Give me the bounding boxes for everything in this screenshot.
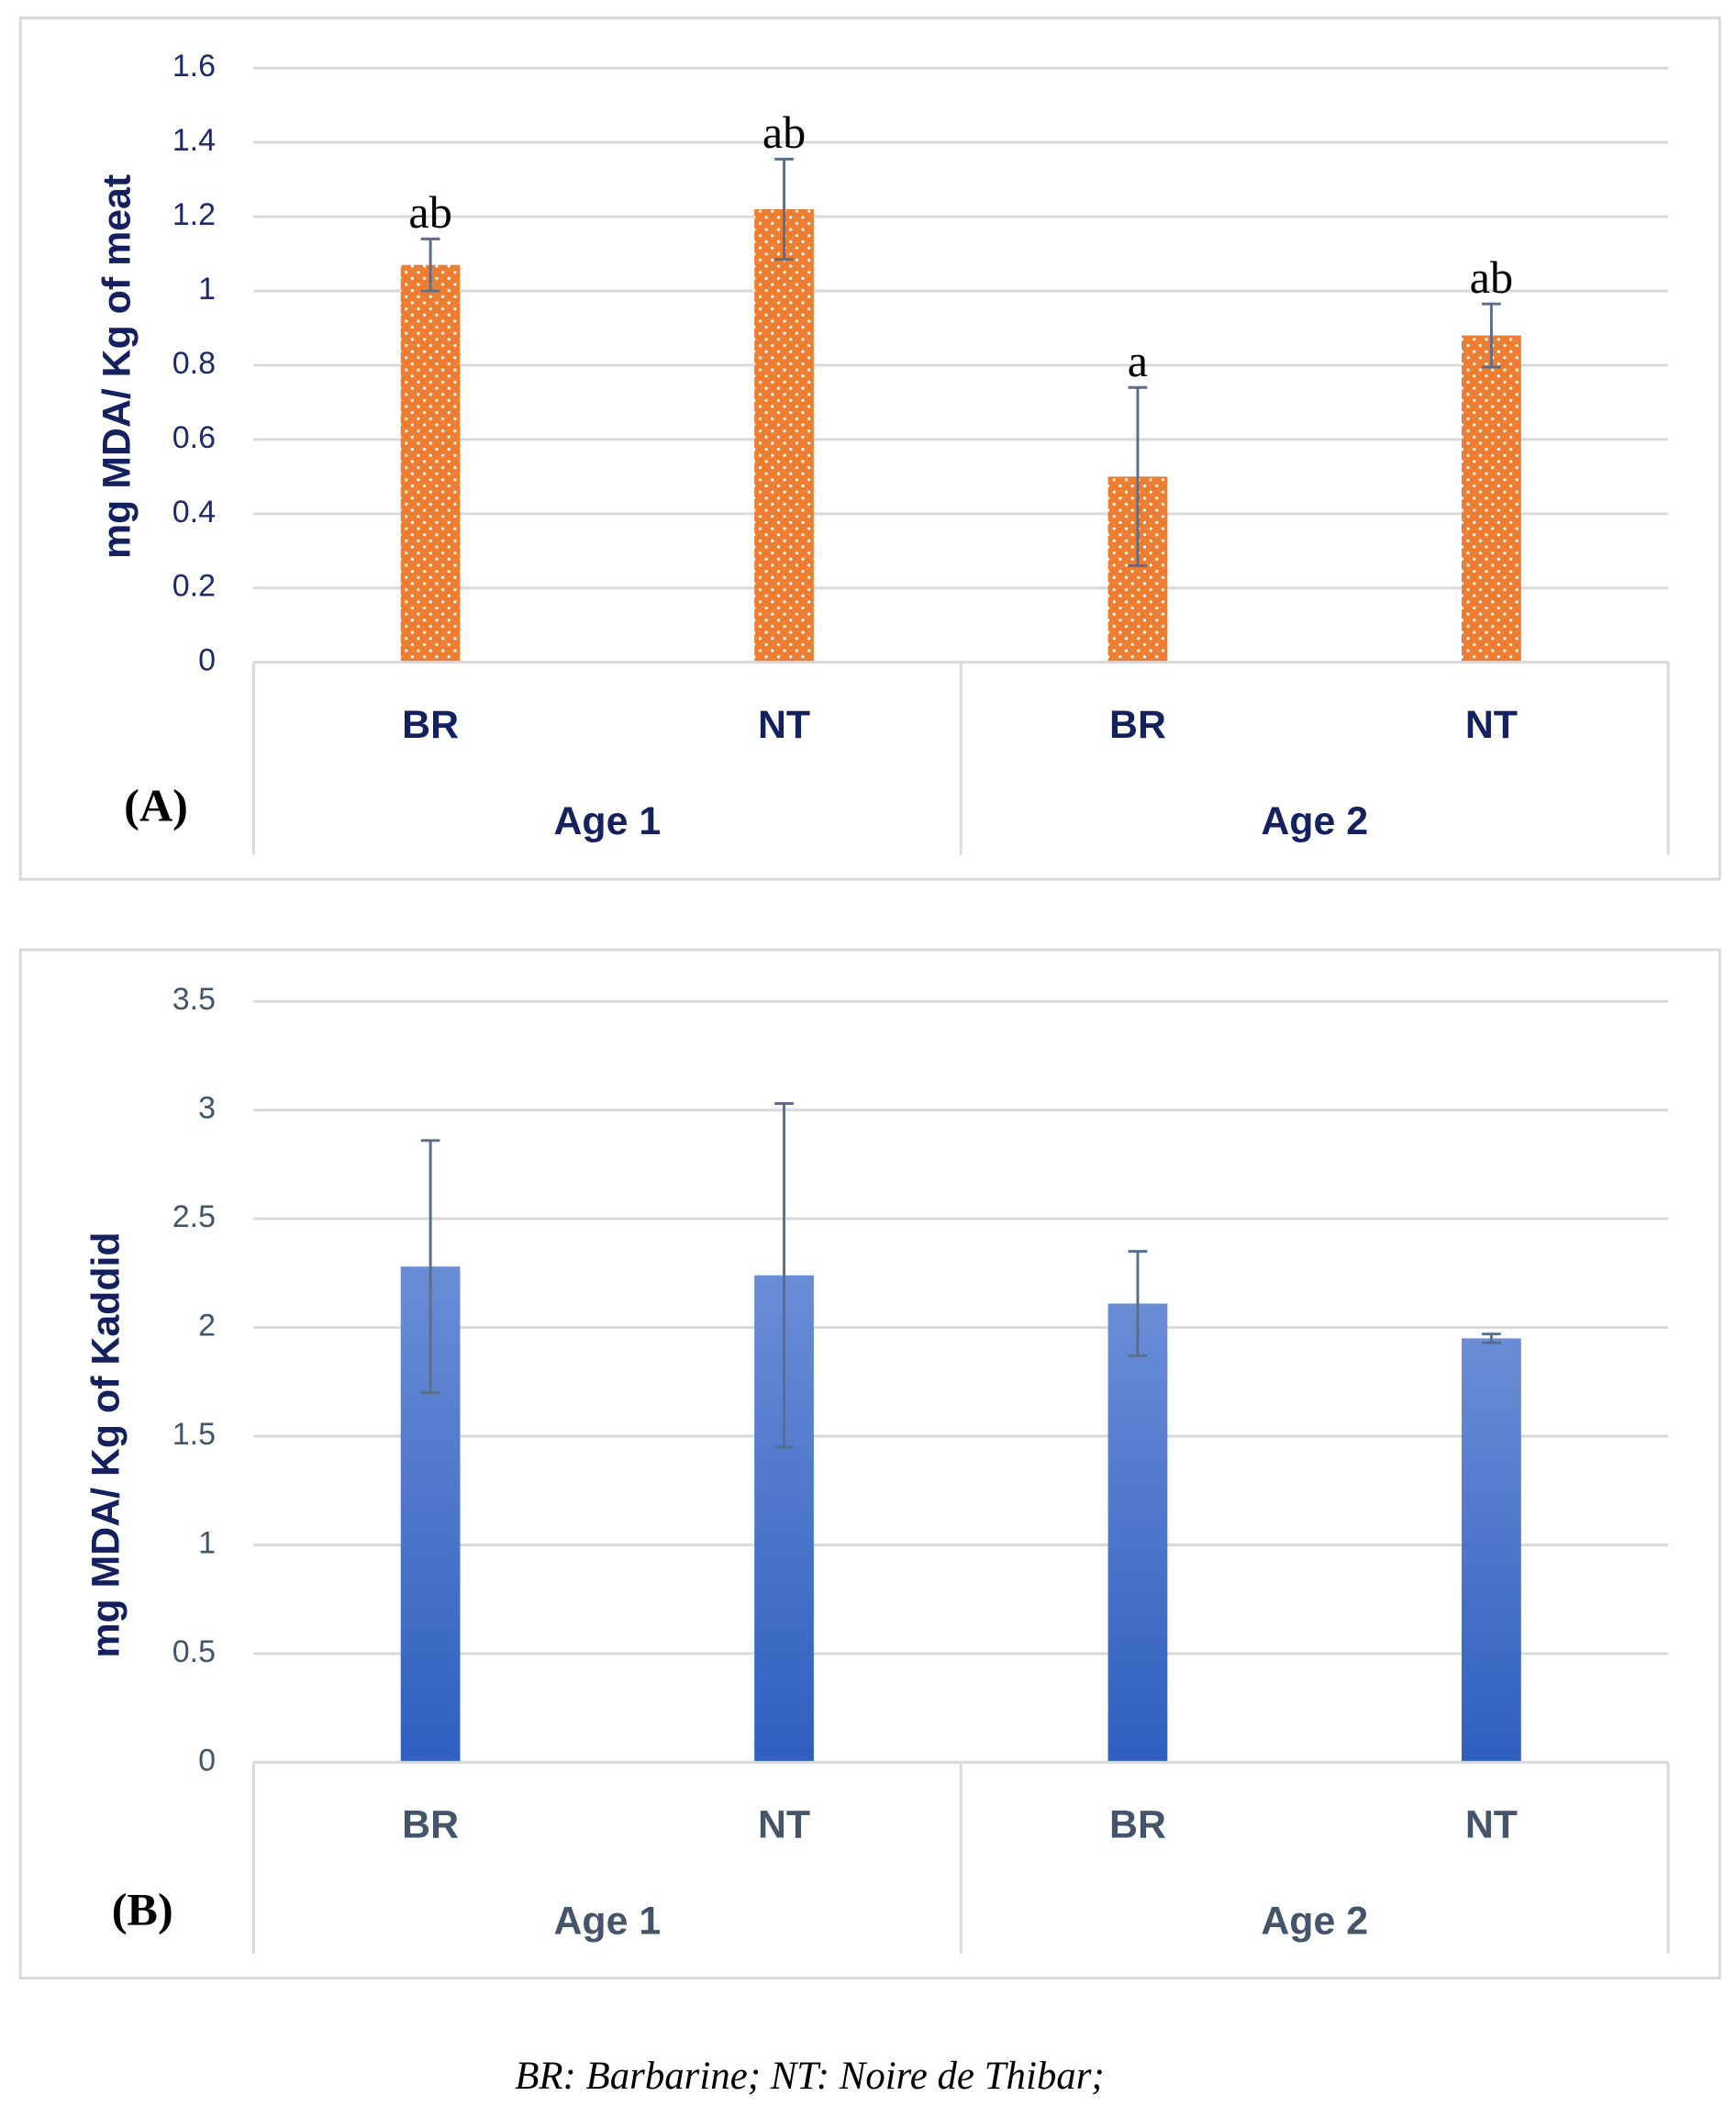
x-tick-label: NT bbox=[1465, 703, 1518, 747]
x-tick-label: NT bbox=[758, 1803, 810, 1847]
panel-label: (B) bbox=[112, 1883, 173, 1934]
panel-frame bbox=[18, 948, 1721, 1979]
y-tick-label: 2 bbox=[198, 1309, 216, 1343]
y-tick-label: 0 bbox=[198, 1743, 216, 1778]
group-label: Age 1 bbox=[553, 799, 661, 843]
bar bbox=[1107, 1303, 1168, 1763]
y-tick-label: 0.5 bbox=[172, 1634, 216, 1669]
y-tick-label: 2.5 bbox=[172, 1199, 216, 1234]
group-label: Age 1 bbox=[553, 1900, 661, 1944]
y-tick-label: 0 bbox=[198, 643, 216, 678]
x-tick-label: BR bbox=[402, 703, 459, 747]
y-tick-label: 1 bbox=[198, 272, 216, 307]
y-tick-label: 3.5 bbox=[172, 982, 216, 1017]
x-tick-label: NT bbox=[1465, 1803, 1518, 1847]
caption: BR: Barbarine; NT: Noire de Thibar; bbox=[515, 2055, 1104, 2098]
bar bbox=[1462, 335, 1521, 663]
panel-label: (A) bbox=[124, 779, 188, 830]
y-axis-title: mg MDA/ Kg of meat bbox=[95, 174, 139, 559]
y-tick-label: 1.4 bbox=[172, 123, 216, 158]
y-tick-label: 0.4 bbox=[172, 495, 216, 530]
y-tick-label: 0.6 bbox=[172, 420, 216, 455]
bar bbox=[1462, 1338, 1521, 1763]
y-tick-label: 1.5 bbox=[172, 1417, 216, 1452]
x-tick-label: BR bbox=[402, 1803, 459, 1847]
x-tick-label: NT bbox=[758, 703, 810, 747]
bar bbox=[754, 208, 814, 663]
y-tick-label: 1.6 bbox=[172, 49, 216, 84]
x-tick-label: BR bbox=[1109, 1803, 1166, 1847]
panel-frame bbox=[18, 17, 1721, 881]
y-tick-label: 1.2 bbox=[172, 197, 216, 232]
y-tick-label: 0.8 bbox=[172, 346, 216, 381]
y-axis-title: mg MDA/ Kg of Kaddid bbox=[84, 1232, 128, 1657]
significance-label: ab bbox=[408, 186, 451, 238]
group-label: Age 2 bbox=[1261, 1900, 1368, 1944]
y-tick-label: 3 bbox=[198, 1091, 216, 1126]
significance-label: ab bbox=[1470, 251, 1513, 303]
significance-label: ab bbox=[762, 106, 806, 158]
y-tick-label: 1 bbox=[198, 1525, 216, 1560]
bar bbox=[400, 264, 461, 663]
y-tick-label: 0.2 bbox=[172, 569, 216, 604]
x-tick-label: BR bbox=[1109, 703, 1166, 747]
significance-label: a bbox=[1128, 335, 1148, 386]
group-label: Age 2 bbox=[1261, 799, 1368, 843]
